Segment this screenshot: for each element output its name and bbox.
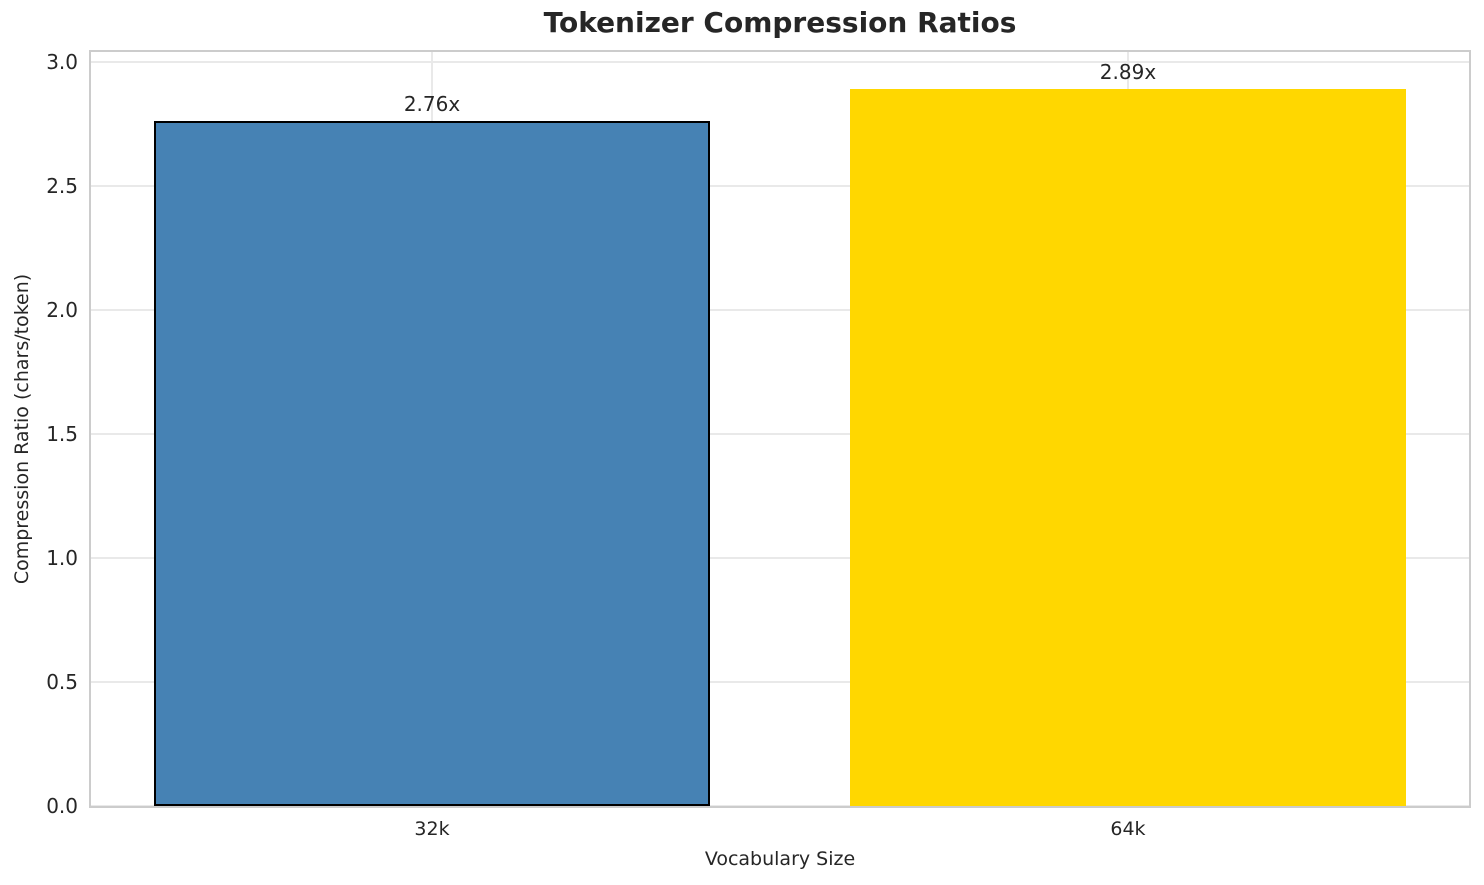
y-tick-label: 0.5 (46, 669, 78, 694)
x-tick-label: 32k (414, 818, 450, 840)
y-gridline (91, 432, 1469, 435)
y-tick-label: 1.5 (46, 421, 78, 446)
x-tick-label: 64k (1110, 818, 1146, 840)
y-gridline (91, 60, 1469, 63)
y-gridline (91, 805, 1469, 806)
y-tick-label: 0.0 (46, 794, 78, 818)
bar-64k (849, 89, 1407, 806)
y-tick-label: 2.0 (46, 297, 78, 322)
y-gridline (91, 184, 1469, 187)
y-tick-label: 1.0 (46, 545, 78, 570)
y-tick-label: 2.5 (46, 173, 78, 198)
y-tick-label: 3.0 (46, 49, 78, 74)
y-gridline (91, 308, 1469, 311)
bar-value-label: 2.89x (1099, 60, 1157, 85)
plot-area (91, 52, 1469, 806)
bar-value-label: 2.76x (403, 92, 461, 117)
y-gridline (91, 556, 1469, 559)
chart-title: Tokenizer Compression Ratios (543, 6, 1017, 39)
y-gridline (91, 680, 1469, 683)
bar-32k (153, 121, 711, 806)
x-axis-label: Vocabulary Size (704, 848, 856, 870)
